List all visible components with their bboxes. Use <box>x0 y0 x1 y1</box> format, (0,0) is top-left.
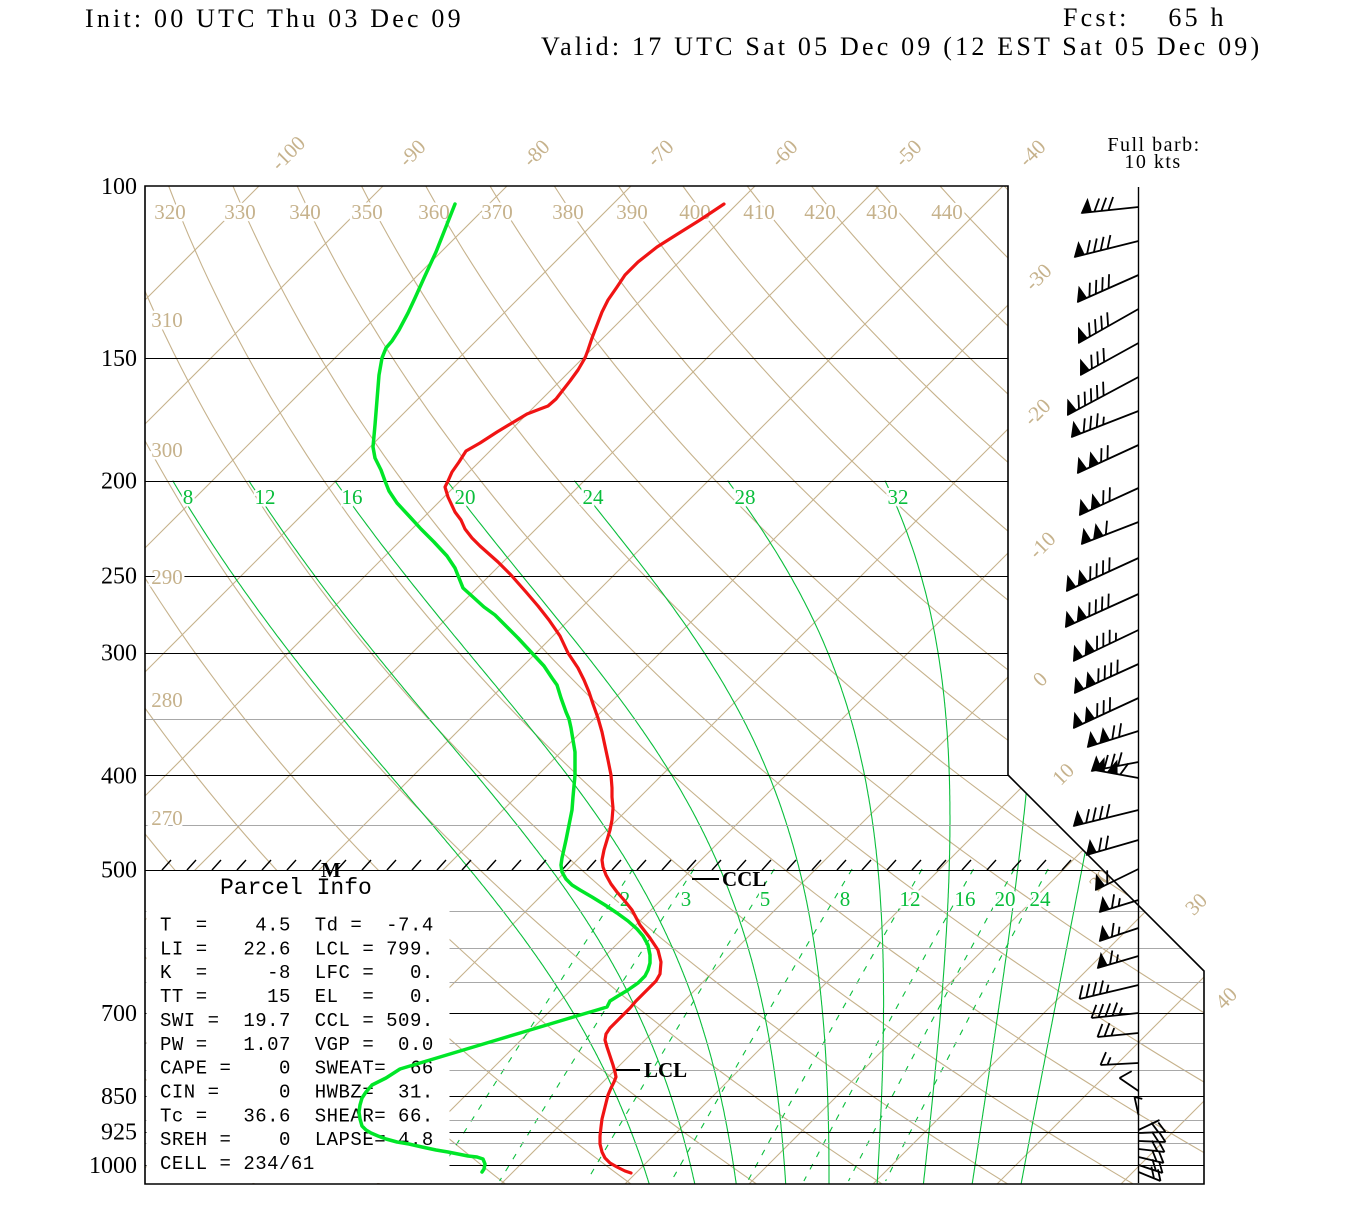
svg-text:700: 700 <box>101 1001 137 1027</box>
svg-text:5: 5 <box>760 887 771 911</box>
svg-text:CCL: CCL <box>722 867 766 891</box>
svg-text:20: 20 <box>995 887 1016 911</box>
svg-text:28: 28 <box>735 485 756 509</box>
svg-text:400: 400 <box>101 763 137 789</box>
svg-text:500: 500 <box>101 858 137 884</box>
svg-text:250: 250 <box>101 564 137 590</box>
svg-text:8: 8 <box>840 887 851 911</box>
svg-text:1000: 1000 <box>89 1153 137 1179</box>
svg-text:290: 290 <box>151 565 183 589</box>
svg-text:440: 440 <box>931 200 963 224</box>
svg-text:420: 420 <box>804 200 836 224</box>
svg-text:370: 370 <box>481 200 513 224</box>
svg-text:360: 360 <box>418 200 450 224</box>
svg-text:LCL: LCL <box>644 1058 687 1082</box>
svg-text:200: 200 <box>101 469 137 495</box>
svg-text:T = 4.5 Td = -7.4: T = 4.5 Td = -7.4 <box>160 915 434 937</box>
svg-text:270: 270 <box>151 806 183 830</box>
svg-text:LI = 22.6 LCL = 799.: LI = 22.6 LCL = 799. <box>160 938 434 960</box>
svg-text:300: 300 <box>101 641 137 667</box>
svg-text:390: 390 <box>616 200 648 224</box>
svg-text:CAPE = 0 SWEAT= 66: CAPE = 0 SWEAT= 66 <box>160 1058 434 1080</box>
svg-text:380: 380 <box>552 200 584 224</box>
svg-text:3: 3 <box>681 887 692 911</box>
svg-text:850: 850 <box>101 1084 137 1110</box>
svg-text:280: 280 <box>151 688 183 712</box>
svg-text:10 kts: 10 kts <box>1124 151 1181 173</box>
svg-text:350: 350 <box>351 200 383 224</box>
svg-text:12: 12 <box>255 485 276 509</box>
svg-text:PW = 1.07 VGP = 0.0: PW = 1.07 VGP = 0.0 <box>160 1034 434 1056</box>
svg-text:K = -8 LFC = 0.: K = -8 LFC = 0. <box>160 962 434 984</box>
svg-text:Fcst: 65 h: Fcst: 65 h <box>1063 3 1227 32</box>
svg-text:CIN = 0 HWBZ= 31.: CIN = 0 HWBZ= 31. <box>160 1081 434 1103</box>
svg-text:Parcel Info: Parcel Info <box>220 875 372 901</box>
svg-text:M: M <box>321 858 341 882</box>
svg-text:8: 8 <box>183 485 194 509</box>
svg-text:340: 340 <box>289 200 321 224</box>
svg-text:320: 320 <box>154 200 186 224</box>
svg-text:SWI = 19.7 CCL = 509.: SWI = 19.7 CCL = 509. <box>160 1010 434 1032</box>
svg-text:310: 310 <box>151 308 183 332</box>
svg-text:400: 400 <box>679 200 711 224</box>
svg-text:12: 12 <box>900 887 921 911</box>
svg-text:Init: 00 UTC Thu 03 Dec 09: Init: 00 UTC Thu 03 Dec 09 <box>85 4 464 33</box>
svg-text:925: 925 <box>101 1120 137 1146</box>
svg-text:300: 300 <box>151 438 183 462</box>
svg-text:100: 100 <box>101 174 137 200</box>
svg-text:TT = 15 EL = 0.: TT = 15 EL = 0. <box>160 986 434 1008</box>
svg-text:Tc = 36.6 SHEAR= 66.: Tc = 36.6 SHEAR= 66. <box>160 1105 434 1127</box>
svg-text:150: 150 <box>101 346 137 372</box>
svg-text:430: 430 <box>866 200 898 224</box>
svg-text:20: 20 <box>455 485 476 509</box>
svg-text:16: 16 <box>342 485 363 509</box>
svg-text:32: 32 <box>888 485 909 509</box>
svg-text:SREH = 0 LAPSE= 4.8: SREH = 0 LAPSE= 4.8 <box>160 1129 434 1151</box>
svg-text:24: 24 <box>1030 887 1052 911</box>
svg-text:24: 24 <box>583 485 605 509</box>
svg-text:410: 410 <box>743 200 775 224</box>
svg-text:330: 330 <box>224 200 256 224</box>
svg-text:Valid: 17 UTC Sat 05 Dec 09 (1: Valid: 17 UTC Sat 05 Dec 09 (12 EST Sat … <box>541 32 1262 61</box>
svg-text:CELL = 234/61: CELL = 234/61 <box>160 1153 315 1175</box>
svg-text:Full barb:: Full barb: <box>1107 134 1200 156</box>
svg-text:16: 16 <box>955 887 976 911</box>
